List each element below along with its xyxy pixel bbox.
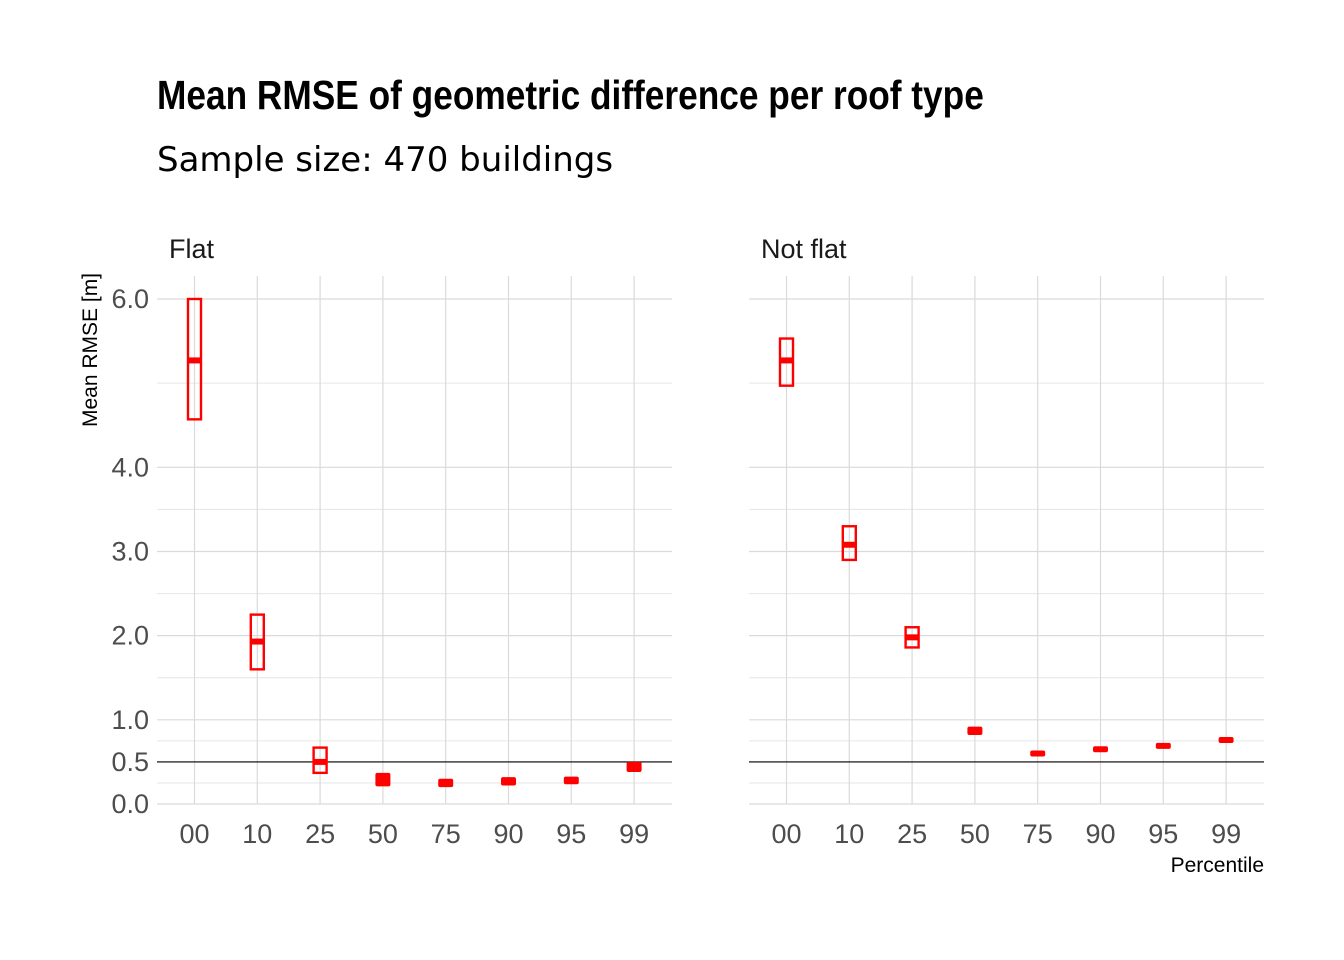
x-tick-label: 25 [897, 819, 927, 849]
panel-label: Not flat [761, 234, 847, 264]
box [626, 761, 642, 773]
box [375, 772, 391, 787]
median-mark [780, 357, 793, 364]
x-tick-label: 25 [305, 819, 335, 849]
y-tick-label: 2.0 [111, 621, 149, 651]
box [563, 776, 579, 785]
x-tick-label: 50 [368, 819, 398, 849]
x-tick-label: 99 [619, 819, 649, 849]
x-tick-label: 00 [771, 819, 801, 849]
x-tick-label: 00 [179, 819, 209, 849]
y-tick-label: 1.0 [111, 705, 149, 735]
chart-title: Mean RMSE of geometric difference per ro… [157, 72, 984, 118]
x-axis-label: Percentile [1171, 854, 1264, 877]
median-mark [250, 638, 264, 645]
box [1218, 737, 1234, 744]
box [1093, 746, 1108, 753]
x-tick-label: 50 [960, 819, 990, 849]
x-tick-label: 90 [1085, 819, 1115, 849]
box [438, 778, 454, 788]
median-mark [188, 357, 201, 364]
x-tick-label: 10 [242, 819, 272, 849]
box [1155, 742, 1171, 749]
x-tick-label: 95 [1148, 819, 1178, 849]
median-mark [905, 634, 919, 641]
y-tick-label: 0.5 [111, 747, 149, 777]
x-tick-label: 90 [493, 819, 523, 849]
x-tick-label: 95 [556, 819, 586, 849]
y-tick-label: 6.0 [111, 284, 149, 314]
x-tick-label: 10 [834, 819, 864, 849]
chart-subtitle: Sample size: 470 buildings [157, 140, 614, 180]
box [967, 726, 983, 735]
box [1030, 750, 1046, 757]
y-tick-label: 3.0 [111, 536, 149, 566]
y-tick-label: 4.0 [111, 452, 149, 482]
box [501, 777, 516, 786]
median-mark [842, 541, 856, 548]
y-axis-label: Mean RMSE [m] [79, 273, 102, 427]
y-tick-label: 0.0 [111, 789, 149, 819]
x-tick-label: 75 [1023, 819, 1053, 849]
x-tick-label: 75 [431, 819, 461, 849]
median-mark [313, 758, 327, 765]
panel-label: Flat [169, 234, 215, 264]
x-tick-label: 99 [1211, 819, 1241, 849]
